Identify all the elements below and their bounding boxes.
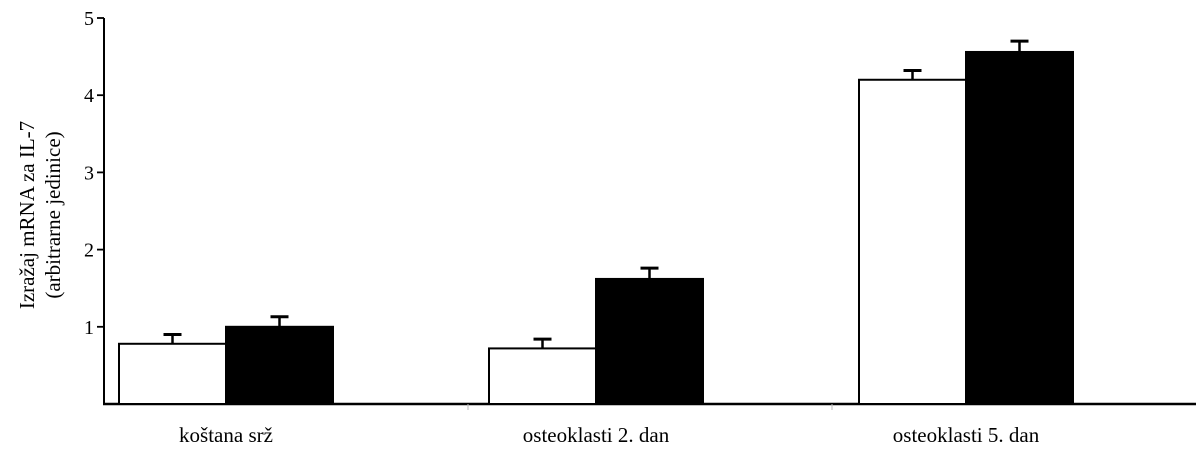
y-axis-title: Izražaj mRNA za IL-7 (arbitrarne jedinic… [15,121,65,309]
category-labels: koštana srž osteoklasti 2. dan osteoklasti… [179,423,1040,447]
bar [595,277,704,406]
y-axis-title-line2: (arbitrarne jedinice) [41,131,65,298]
y-tick-label: 4 [84,85,94,107]
y-tick-label: 3 [84,162,94,184]
category-label: osteoklasti 2. dan [523,423,670,447]
bar [225,325,334,405]
y-tick-label: 5 [84,8,94,30]
y-ticks: 1 2 3 4 5 [84,8,104,339]
category-label: koštana srž [179,423,273,447]
category-label: osteoklasti 5. dan [893,423,1040,447]
bars [118,50,1074,406]
bar [488,347,597,405]
error-bars [163,39,1029,349]
bar [118,342,227,405]
bar [965,50,1074,406]
y-axis-title-line1: Izražaj mRNA za IL-7 [15,121,39,309]
y-tick-label: 2 [84,240,94,262]
bar [858,78,967,405]
y-tick-label: 1 [84,317,94,339]
